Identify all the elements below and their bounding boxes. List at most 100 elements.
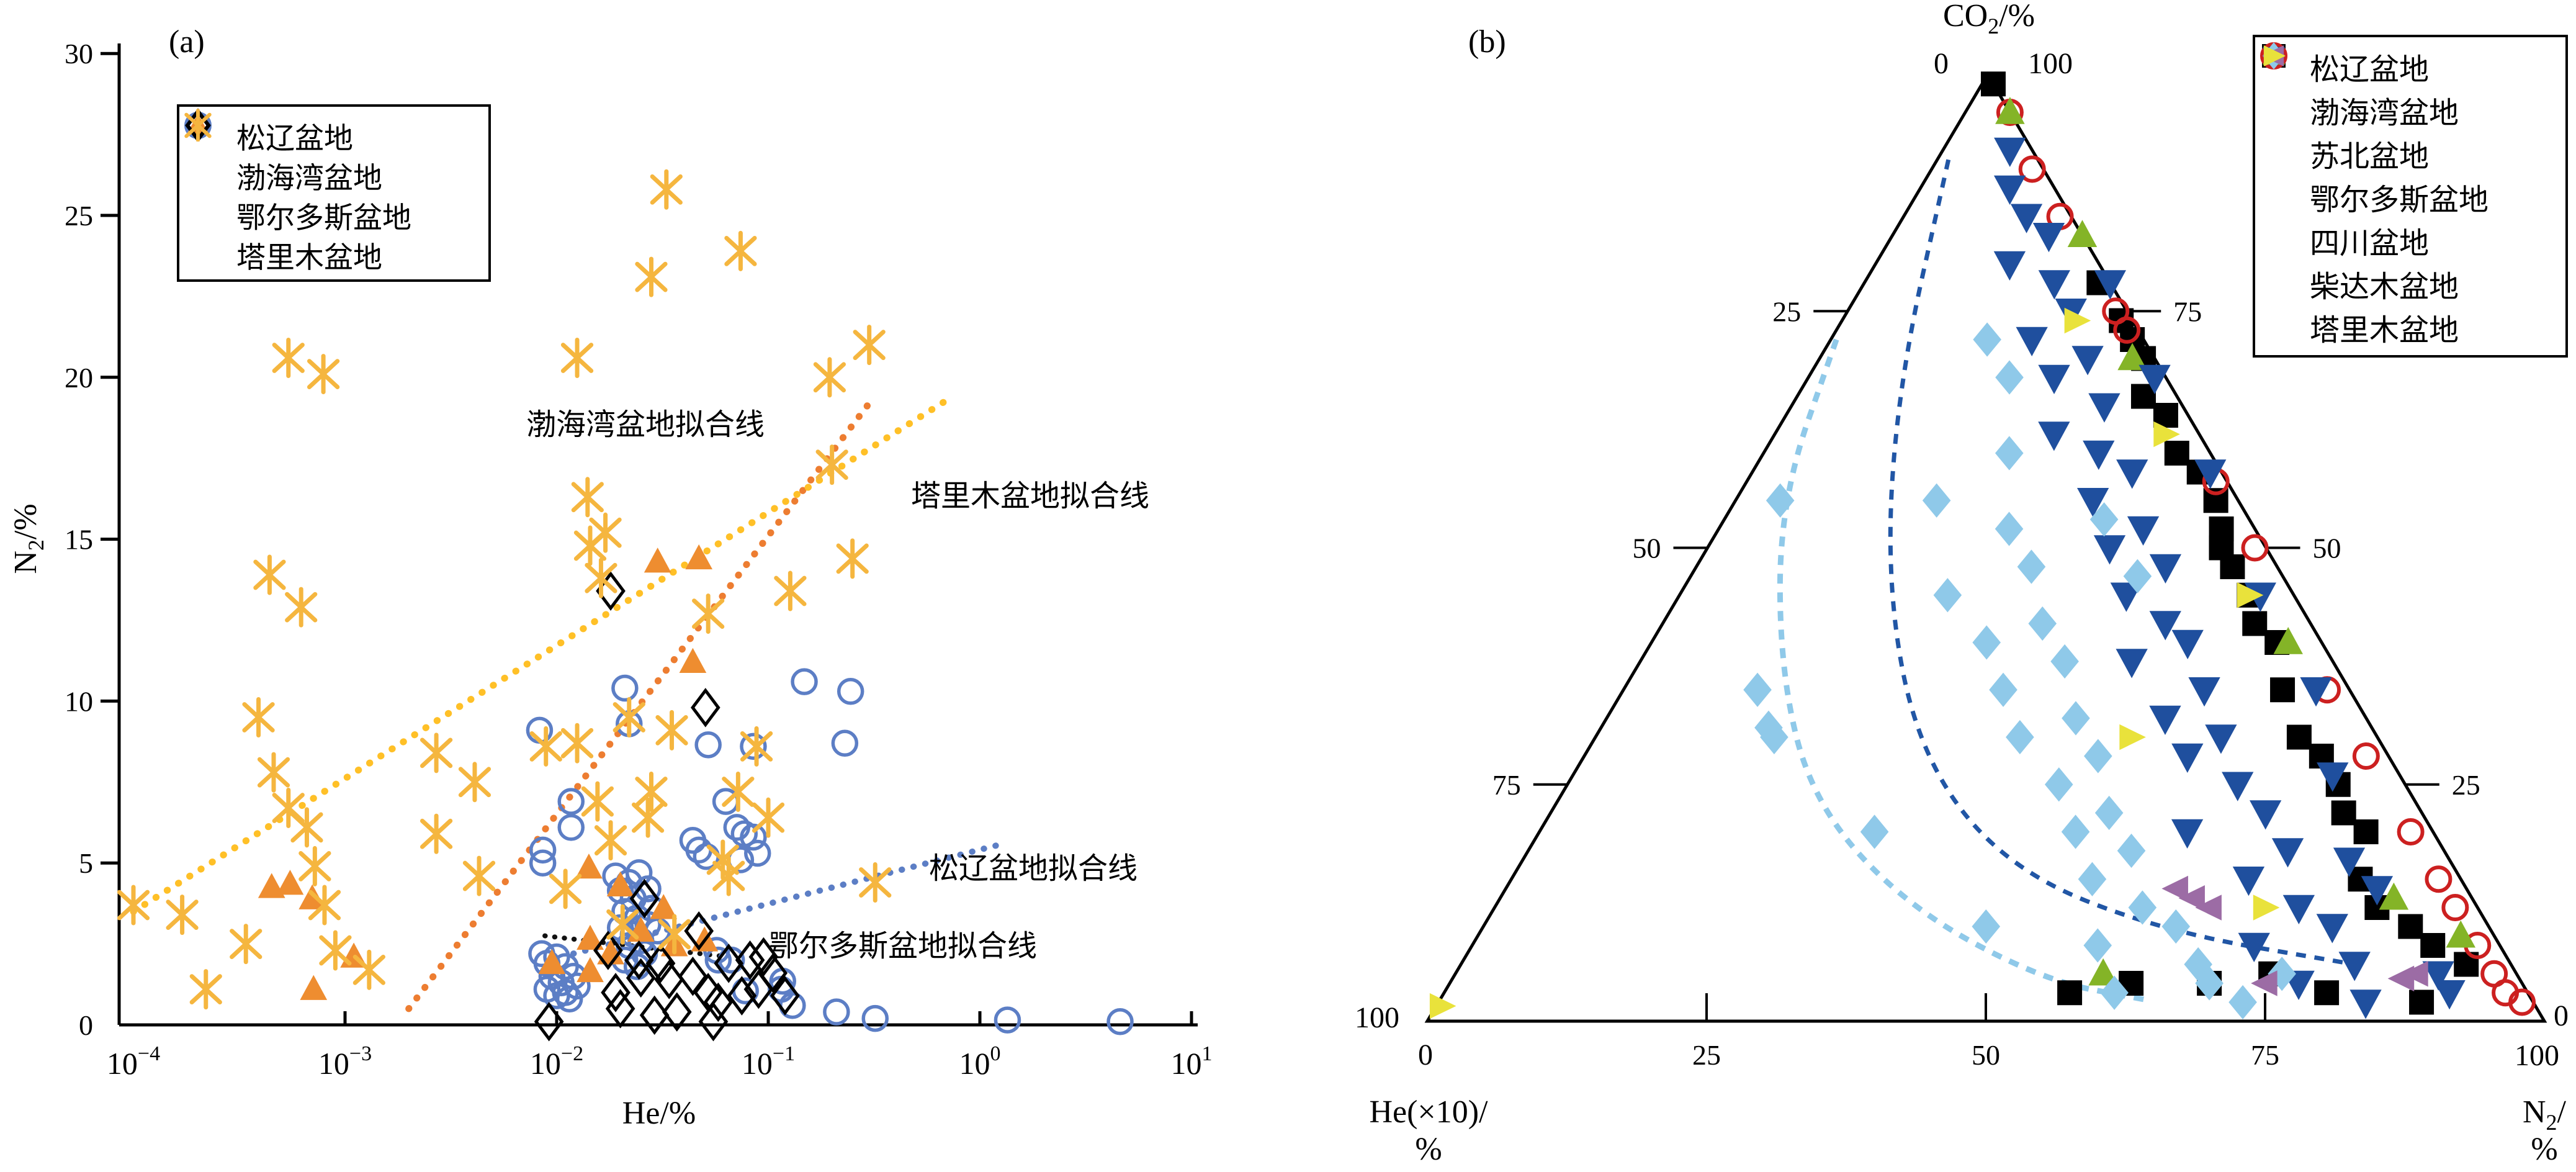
marker-square bbox=[2270, 677, 2296, 703]
marker-open-diamond bbox=[690, 688, 720, 728]
marker-triangle-down bbox=[2422, 961, 2454, 991]
x-tick-label: 101 bbox=[1171, 1042, 1213, 1081]
marker-triangle-down bbox=[2116, 649, 2148, 678]
panel-a-label: (a) bbox=[169, 24, 205, 60]
marker-open-circle bbox=[994, 1006, 1021, 1034]
marker-diamond bbox=[1922, 483, 1951, 518]
bottom-tick-label: 50 bbox=[1972, 1039, 2000, 1071]
marker-open-circle bbox=[2241, 534, 2269, 562]
marker-triangle-down bbox=[1993, 175, 2026, 205]
marker-asterisk bbox=[319, 930, 352, 971]
marker-diamond bbox=[2128, 890, 2157, 925]
marker-square bbox=[2242, 611, 2268, 636]
marker-asterisk bbox=[420, 813, 453, 854]
marker-triangle-up bbox=[644, 548, 671, 573]
marker-triangle-down bbox=[2333, 847, 2366, 877]
marker-triangle-down bbox=[1994, 137, 2026, 167]
marker-open-diamond bbox=[629, 878, 660, 919]
marker-triangle-right bbox=[2263, 45, 2286, 67]
marker-diamond bbox=[2089, 502, 2119, 537]
marker-triangle-down bbox=[2250, 800, 2282, 830]
marker-diamond bbox=[2062, 701, 2090, 736]
marker-square bbox=[2286, 724, 2312, 750]
marker-triangle-right bbox=[2119, 724, 2146, 751]
marker-open-circle bbox=[1106, 1008, 1134, 1035]
marker-asterisk bbox=[549, 868, 582, 909]
marker-triangle-down bbox=[2093, 535, 2126, 565]
marker-asterisk bbox=[573, 525, 607, 566]
marker-diamond bbox=[1973, 322, 2001, 357]
marker-open-circle bbox=[823, 998, 850, 1026]
marker-triangle-right bbox=[1429, 993, 1456, 1019]
marker-open-circle bbox=[2397, 818, 2425, 845]
marker-triangle-up bbox=[2273, 627, 2303, 654]
marker-triangle-down bbox=[1993, 251, 2026, 281]
y-tick-label: 30 bbox=[65, 38, 93, 70]
marker-open-circle bbox=[740, 823, 767, 851]
marker-asterisk bbox=[352, 949, 385, 990]
legend-item-苏北盆地: 苏北盆地 bbox=[2262, 44, 2565, 175]
marker-asterisk bbox=[594, 820, 627, 861]
marker-diamond bbox=[1743, 672, 1772, 707]
legend-label: 鄂尔多斯盆地 bbox=[236, 202, 411, 235]
marker-open-diamond bbox=[624, 940, 654, 980]
left-axis-100: 100 bbox=[1355, 1001, 1399, 1034]
fit-line-label: 松辽盆地拟合线 bbox=[929, 852, 1138, 885]
marker-triangle-up bbox=[2088, 958, 2118, 986]
ternary-right-axis-title: N2/ bbox=[2523, 1094, 2567, 1135]
marker-diamond bbox=[1766, 483, 1795, 518]
marker-asterisk bbox=[462, 855, 496, 896]
marker-square bbox=[2314, 980, 2340, 1006]
marker-asterisk bbox=[581, 781, 614, 822]
right-tick-label: 25 bbox=[2452, 769, 2480, 801]
marker-asterisk bbox=[635, 256, 668, 297]
marker-triangle-up bbox=[298, 884, 326, 909]
asterisk-icon bbox=[184, 109, 236, 272]
marker-square bbox=[2409, 989, 2435, 1015]
ternary-left-axis-title: He(×10)/ bbox=[1369, 1094, 1488, 1130]
apex-right-value: 100 bbox=[2028, 47, 2073, 80]
x-tick-label: 10−2 bbox=[530, 1042, 583, 1081]
marker-open-circle bbox=[704, 946, 732, 974]
marker-open-circle bbox=[2441, 894, 2469, 921]
marker-asterisk bbox=[184, 109, 212, 142]
fit-line-3: 鄂尔多斯盆地拟合线 bbox=[542, 930, 1037, 963]
marker-square bbox=[2057, 980, 2083, 1006]
marker-square bbox=[2220, 554, 2245, 579]
series-b-6 bbox=[1429, 307, 2280, 1019]
marker-triangle-up bbox=[1995, 97, 2025, 124]
marker-asterisk bbox=[813, 357, 846, 398]
marker-triangle-up bbox=[679, 647, 707, 674]
marker-triangle-down bbox=[2083, 440, 2115, 470]
marker-open-diamond bbox=[748, 937, 779, 977]
legend-item-塔里木盆地: 塔里木盆地 bbox=[2263, 45, 2565, 349]
ternary-right-axis-title: % bbox=[2531, 1132, 2557, 1167]
marker-triangle-right bbox=[2064, 307, 2091, 334]
marker-triangle-up bbox=[300, 975, 328, 1000]
marker-open-diamond bbox=[639, 995, 670, 1035]
marker-open-diamond bbox=[714, 944, 744, 983]
right-axis-0: 0 bbox=[2554, 999, 2569, 1032]
series-a-0 bbox=[526, 668, 1134, 1035]
marker-triangle-down bbox=[2116, 459, 2148, 489]
legend-label: 松辽盆地 bbox=[236, 122, 353, 155]
marker-open-diamond bbox=[703, 982, 734, 1022]
marker-asterisk bbox=[658, 914, 691, 955]
marker-triangle-down bbox=[2171, 743, 2204, 773]
marker-asterisk bbox=[692, 593, 725, 634]
marker-asterisk bbox=[815, 444, 848, 485]
marker-asterisk bbox=[606, 904, 639, 945]
marker-square bbox=[2164, 441, 2189, 466]
left-tick-label: 25 bbox=[1772, 295, 1801, 327]
marker-diamond bbox=[2100, 975, 2129, 1010]
legend-item-松辽盆地: 松辽盆地 bbox=[184, 112, 488, 155]
series-b-2 bbox=[1995, 97, 2476, 986]
x-tick-label: 100 bbox=[959, 1042, 1001, 1081]
marker-triangle-down bbox=[2038, 364, 2070, 394]
marker-asterisk bbox=[631, 797, 665, 838]
marker-open-circle bbox=[611, 674, 639, 702]
marker-open-circle bbox=[2113, 316, 2141, 344]
marker-triangle-down bbox=[2094, 270, 2126, 300]
marker-diamond bbox=[1995, 512, 2024, 546]
marker-open-circle bbox=[529, 836, 557, 864]
